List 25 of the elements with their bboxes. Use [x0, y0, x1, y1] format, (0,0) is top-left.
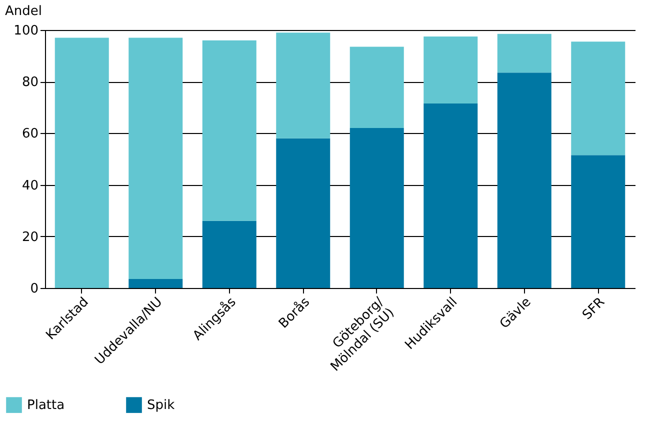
bar — [202, 40, 256, 221]
y-tick-label: 0 — [30, 282, 38, 296]
legend-label: Platta — [27, 398, 65, 414]
y-tick-label: 100 — [14, 24, 38, 38]
bar — [497, 34, 552, 73]
bar — [424, 36, 478, 104]
bar — [128, 38, 183, 279]
bar — [350, 46, 404, 128]
y-axis-title: Andel — [5, 4, 42, 19]
y-tick-label: 20 — [22, 230, 38, 245]
bar — [350, 128, 404, 288]
y-tick-label: 60 — [22, 126, 38, 142]
bar — [276, 32, 330, 138]
bar — [202, 220, 256, 288]
bar — [571, 155, 626, 288]
bar — [424, 104, 478, 288]
bar — [497, 72, 552, 288]
legend-label: Spik — [147, 398, 176, 414]
bar — [571, 42, 626, 156]
bar — [54, 38, 109, 288]
bar — [128, 278, 183, 288]
y-tick-label: 80 — [22, 75, 38, 90]
x-tick-label: SFR — [580, 294, 608, 323]
bar — [276, 138, 330, 288]
y-tick-label: 40 — [22, 178, 38, 194]
